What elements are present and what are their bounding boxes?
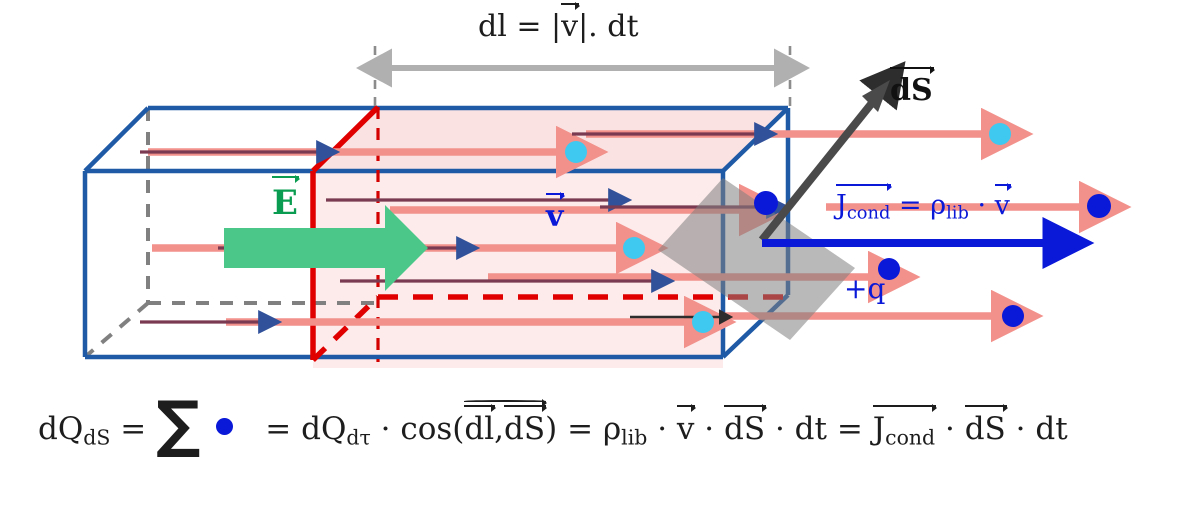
J-equals-sign: =	[899, 190, 922, 221]
E-field-label: E	[272, 174, 300, 223]
eq-dot-3: ·	[704, 411, 715, 447]
eq-dQdS: dQdS	[38, 411, 111, 450]
dimension-label: dl = | v|. dt	[478, 1, 639, 44]
eq-cos-close: )	[545, 411, 558, 447]
v-vector-glyph: v	[546, 191, 566, 234]
dS-vector-arrow	[758, 61, 906, 243]
charge-dots-cyan	[565, 123, 1011, 333]
velocity-label: v	[546, 191, 566, 234]
eq-dS-vector-glyph-2: dS	[724, 403, 768, 445]
dl-vector-glyph: dl	[464, 403, 496, 445]
current-density-label: Jcond = ρlib · v	[836, 182, 1013, 224]
J-cond-vector-glyph: Jcond	[836, 182, 893, 224]
eq-equals-3: =	[567, 411, 594, 447]
v-rhs-vector-glyph: v	[994, 182, 1013, 221]
summation-symbol: ∑	[156, 387, 201, 460]
dS-vector-glyph: dS	[890, 65, 935, 108]
dimension-label-suffix: |. dt	[578, 9, 639, 44]
eq-v-vector-glyph: v	[676, 403, 696, 445]
eq-equals-1: =	[120, 411, 147, 447]
eq-dot-6: ·	[1015, 411, 1026, 447]
E-field-label-text: E	[272, 183, 298, 223]
eq-dS-vector-glyph-3: dS	[964, 403, 1008, 445]
eq-cos-open: cos(	[400, 411, 465, 447]
dimension-label-vector: v	[561, 9, 579, 44]
eq-dQdtau: dQdτ	[301, 411, 371, 450]
velocity-vector-glyph: v	[561, 1, 581, 44]
dimension-guides	[373, 46, 792, 112]
rho-subscript: lib	[946, 202, 969, 224]
dS-label: dS	[890, 65, 935, 108]
eq-dot-4: ·	[774, 411, 785, 447]
charge-label: +q	[844, 275, 885, 303]
v-rhs-text: v	[994, 190, 1010, 221]
eq-equals-4: =	[836, 411, 863, 447]
summation-dot	[216, 418, 234, 435]
dS-surface-patch	[658, 178, 855, 340]
J-symbol: J	[836, 190, 847, 221]
angle-hat-group: dl, dS	[464, 398, 548, 445]
eq-rho: ρ	[602, 411, 622, 447]
E-field-arrow	[224, 205, 428, 291]
eq-dt-1: dt	[794, 411, 827, 447]
eq-dt-2: dt	[1035, 411, 1068, 447]
dimension-label-prefix: dl = |	[478, 9, 562, 44]
dS-label-text: dS	[890, 73, 933, 108]
charge-label-text: +q	[844, 272, 886, 305]
eq-dot-5: ·	[944, 411, 955, 447]
box-hidden-edges	[83, 108, 313, 359]
E-vector-glyph: E	[272, 174, 300, 223]
charge-dots-blue	[754, 191, 1111, 327]
J-subscript: cond	[846, 202, 891, 224]
eq-rho-sub: lib	[621, 425, 648, 450]
main-equation: dQdS = ∑ = dQdτ · cos(dl, dS) = ρlib · v …	[38, 393, 1068, 455]
velocity-label-text: v	[546, 199, 564, 234]
eq-equals-2: =	[265, 411, 292, 447]
eq-dot-1: ·	[380, 411, 391, 447]
eq-dot-2: ·	[657, 411, 668, 447]
dS-vector-glyph-eq: dS	[504, 403, 548, 445]
rho-symbol: ρ	[930, 190, 947, 221]
eq-J-vector-glyph: Jcond	[872, 403, 938, 448]
middle-dot: ·	[977, 190, 987, 221]
dS-arrowhead	[862, 80, 890, 112]
